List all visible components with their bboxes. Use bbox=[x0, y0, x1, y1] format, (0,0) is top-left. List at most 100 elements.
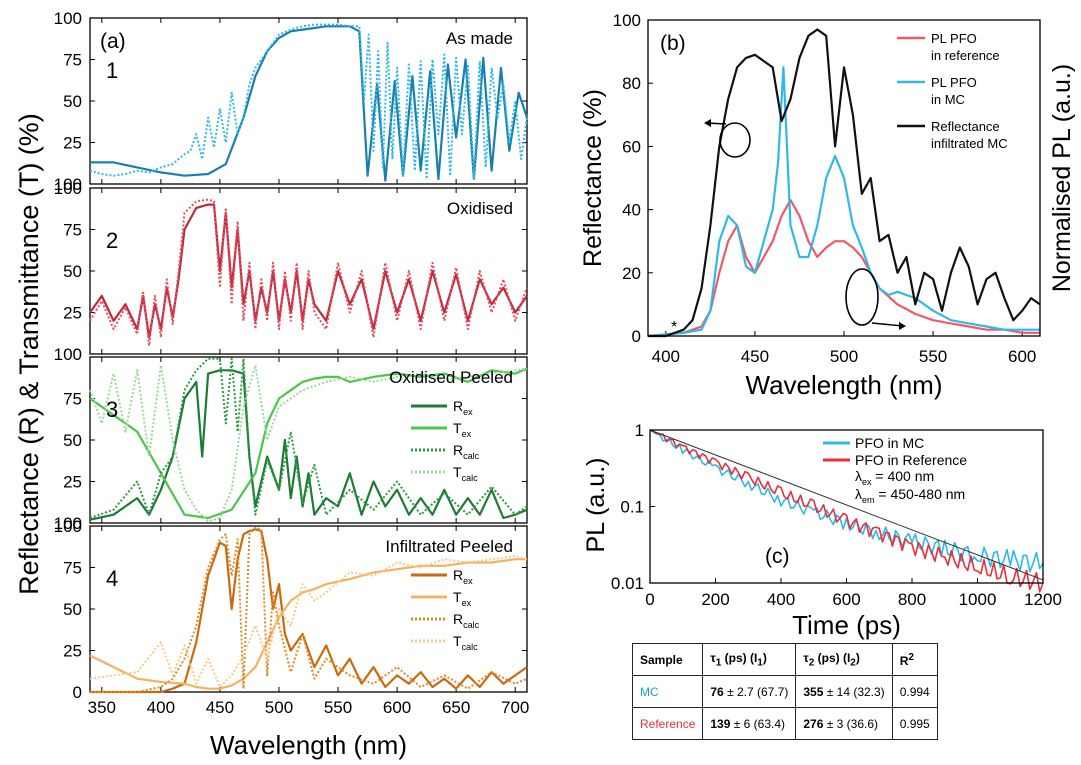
legend-label: PL PFO bbox=[931, 75, 977, 90]
legend-label: PFO in Reference bbox=[855, 452, 967, 468]
panel-b: 0 20 40 60 80 100 400 450 500 550 600 (b) * PL PFO in … bbox=[579, 11, 1076, 400]
y-tick-label: 25 bbox=[63, 134, 82, 153]
panel-c: 0.01 0.1 1 0 200 400 600 800 1000 1200 PFO in MCPF… bbox=[582, 421, 1062, 640]
y-tick-label: 100 bbox=[613, 11, 641, 30]
y-tick-label: 0 bbox=[632, 327, 641, 346]
header-tau2: τ2 (ps) (I2) bbox=[795, 643, 893, 676]
x-tick-label: 0 bbox=[645, 590, 654, 609]
table-row-mc: MC 76 ± 2.7 (67.7) 355 ± 14 (32.3) 0.994 bbox=[631, 675, 938, 708]
y-tick-label: 100 bbox=[54, 517, 82, 536]
panel-label: (c) bbox=[765, 545, 790, 568]
panel-a-subplot-4: 100 75 50 25 0 4 Infiltrated Peeled Rex Tex Rcalc… bbox=[54, 517, 528, 702]
y-tick-label: 0.1 bbox=[620, 498, 644, 517]
subplot-3-series-1 bbox=[89, 367, 528, 520]
right-axis-arrow bbox=[871, 322, 904, 327]
subplot-annotation: As made bbox=[446, 29, 513, 48]
asterisk-annotation: * bbox=[671, 319, 677, 336]
panel-b-series-2 bbox=[648, 28, 1041, 338]
subplot-3-series-0 bbox=[89, 369, 528, 521]
subplot-number: 2 bbox=[106, 228, 118, 253]
left-arrow-head bbox=[704, 119, 711, 127]
y-tick-label: 25 bbox=[63, 304, 82, 323]
subplot-2-series-1 bbox=[89, 198, 528, 347]
cell-tau2-mc: 355 ± 14 (32.3) bbox=[795, 675, 893, 708]
panel-c-y-axis-title: PL (a.u.) bbox=[582, 458, 610, 553]
legend-label: in reference bbox=[931, 48, 1000, 63]
x-tick-label: 450 bbox=[741, 347, 769, 366]
legend-label: Rex bbox=[453, 398, 473, 417]
subplot-4-series-2 bbox=[90, 526, 528, 693]
subplot-4-series-1 bbox=[89, 558, 527, 690]
panel-b-series-1 bbox=[647, 66, 1040, 338]
y-tick-label: 20 bbox=[622, 264, 641, 283]
x-tick-label: 550 bbox=[919, 347, 947, 366]
legend-label: PFO in MC bbox=[855, 435, 924, 451]
y-tick-label: 1 bbox=[635, 421, 644, 440]
x-tick-label: 1000 bbox=[959, 590, 997, 609]
subplot-3-series-2 bbox=[89, 357, 528, 519]
panel-b-right-y-axis-title: Normalised PL (a.u.) bbox=[1048, 64, 1076, 292]
y-tick-label: 100 bbox=[54, 514, 82, 533]
y-tick-label: 80 bbox=[622, 74, 641, 93]
panel-a-x-tick-label: 600 bbox=[383, 698, 411, 717]
legend-label: Reflectance bbox=[931, 119, 1000, 134]
y-tick-label: 75 bbox=[63, 51, 82, 70]
panel-a-subplot-1: 100 75 50 25 100 1 As made (a) bbox=[54, 9, 529, 194]
subplot-4-series-3 bbox=[89, 554, 528, 688]
legend-label: Tcalc bbox=[453, 633, 478, 652]
x-tick-label: 1200 bbox=[1024, 590, 1062, 609]
panel-c-x-axis-title: Time (ps) bbox=[792, 610, 901, 640]
legend-label: Rcalc bbox=[453, 611, 480, 630]
subplot-annotation: Oxidised bbox=[447, 199, 513, 218]
subplot-annotation: Infiltrated Peeled bbox=[385, 537, 513, 556]
cell-tau1-reference: 139 ± 6 (63.4) bbox=[702, 707, 797, 740]
x-tick-label: 400 bbox=[767, 590, 795, 609]
panel-a-x-tick-label: 650 bbox=[442, 698, 470, 717]
y-tick-label: 75 bbox=[63, 221, 82, 240]
header-tau1: τ1 (ps) (I1) bbox=[702, 643, 797, 676]
subplot-1-series-1 bbox=[89, 23, 528, 180]
y-tick-label: 40 bbox=[622, 201, 641, 220]
panel-a-x-tick-label: 500 bbox=[265, 698, 293, 717]
legend-label: infiltrated MC bbox=[931, 136, 1008, 151]
y-tick-label: 50 bbox=[63, 92, 82, 111]
right-arrow-head bbox=[899, 322, 906, 330]
legend-label: PL PFO bbox=[931, 31, 977, 46]
subplot-number: 4 bbox=[106, 566, 118, 591]
subplot-1-series-0 bbox=[90, 25, 529, 182]
y-tick-label: 100 bbox=[54, 345, 82, 364]
y-tick-label: 50 bbox=[63, 262, 82, 281]
subplot-3-series-3 bbox=[89, 364, 528, 523]
header-r2: R2 bbox=[891, 643, 938, 676]
cell-r2-reference: 0.995 bbox=[891, 707, 938, 740]
panel-label: (b) bbox=[660, 32, 686, 55]
x-tick-label: 200 bbox=[701, 590, 729, 609]
y-tick-label: 25 bbox=[63, 473, 82, 492]
panel-a-subplot-3: 75 50 25 100 3 Oxidised Peeled Rex Tex Rcalc Tcal… bbox=[54, 356, 528, 533]
x-tick-label: 400 bbox=[652, 347, 680, 366]
legend-label: Tex bbox=[453, 420, 472, 439]
y-tick-label: 50 bbox=[63, 600, 82, 619]
y-tick-label: 25 bbox=[63, 642, 82, 661]
excitation-emission-note: λex = 400 nm bbox=[855, 468, 934, 487]
legend-label: Rex bbox=[453, 567, 473, 586]
header-sample: Sample bbox=[631, 643, 704, 676]
y-tick-label: 75 bbox=[63, 559, 82, 578]
panel-a-y-axis-title: Reflectance (R) & Transmittance (T) (%) bbox=[14, 113, 44, 595]
panel-a-subplot-2: 100 75 50 25 100 2 Oxidised bbox=[54, 179, 528, 364]
x-tick-label: 800 bbox=[898, 590, 926, 609]
legend-label: in MC bbox=[931, 92, 965, 107]
panel-a-x-tick-label: 400 bbox=[147, 698, 175, 717]
subplot-4-series-0 bbox=[90, 528, 528, 694]
y-tick-label: 60 bbox=[622, 137, 641, 156]
cell-r2-mc: 0.994 bbox=[891, 675, 938, 708]
y-tick-label: 0.01 bbox=[611, 574, 644, 593]
y-tick-label: 50 bbox=[63, 431, 82, 450]
y-tick-label: 100 bbox=[54, 179, 82, 198]
y-tick-label: 0 bbox=[73, 683, 82, 702]
plot-frame bbox=[647, 19, 1041, 337]
panel-c-series-0 bbox=[649, 429, 1044, 573]
table-header-row: Sample τ1 (ps) (I1) τ2 (ps) (I2) R2 bbox=[631, 643, 938, 676]
legend-label: Rcalc bbox=[453, 442, 480, 461]
y-tick-label: 75 bbox=[63, 390, 82, 409]
